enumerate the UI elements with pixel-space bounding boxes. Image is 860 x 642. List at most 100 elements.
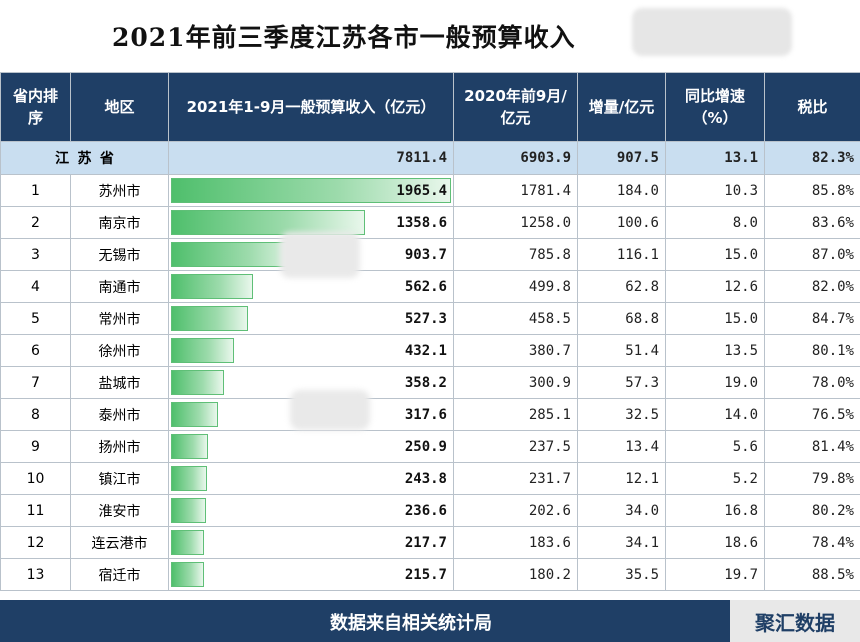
row-city: 连云港市 — [70, 526, 169, 559]
table-row: 1 苏州市 1965.4 1781.4 184.0 10.3 85.8% — [0, 174, 860, 207]
row-growth: 12.6 — [665, 270, 765, 303]
row-2021-value: 527.3 — [404, 310, 447, 327]
data-bar — [171, 370, 224, 395]
row-2021-value: 432.1 — [404, 342, 447, 359]
data-bar — [171, 402, 218, 427]
row-2021-value: 236.6 — [404, 502, 447, 519]
total-2021: 7811.4 — [168, 141, 454, 175]
row-growth: 15.0 — [665, 302, 765, 335]
row-rank: 2 — [0, 206, 71, 239]
table-row: 12 连云港市 217.7 183.6 34.1 18.6 78.4% — [0, 526, 860, 559]
row-increase: 12.1 — [577, 462, 666, 495]
data-bar — [171, 562, 204, 587]
table-row: 11 淮安市 236.6 202.6 34.0 16.8 80.2% — [0, 494, 860, 527]
row-2021-cell: 215.7 — [168, 558, 454, 591]
table-row: 4 南通市 562.6 499.8 62.8 12.6 82.0% — [0, 270, 860, 303]
row-increase: 34.1 — [577, 526, 666, 559]
data-bar — [171, 498, 207, 523]
data-bar — [171, 338, 235, 363]
row-2020: 202.6 — [453, 494, 578, 527]
row-tax-ratio: 83.6% — [764, 206, 860, 239]
row-2021-cell: 217.7 — [168, 526, 454, 559]
row-2021-value: 243.8 — [404, 470, 447, 487]
row-2021-value: 358.2 — [404, 374, 447, 391]
blurred-watermark — [280, 232, 360, 278]
row-2021-cell: 250.9 — [168, 430, 454, 463]
data-table-wrap: 省内排序 地区 2021年1-9月一般预算收入（亿元） 2020年前9月/亿元 … — [0, 72, 860, 600]
footer-brand: 聚汇数据 — [730, 600, 860, 642]
row-tax-ratio: 87.0% — [764, 238, 860, 271]
row-growth: 15.0 — [665, 238, 765, 271]
row-tax-ratio: 79.8% — [764, 462, 860, 495]
table-row: 13 宿迁市 215.7 180.2 35.5 19.7 88.5% — [0, 558, 860, 591]
row-rank: 8 — [0, 398, 71, 431]
row-2021-cell: 236.6 — [168, 494, 454, 527]
row-2020: 1258.0 — [453, 206, 578, 239]
row-city: 无锡市 — [70, 238, 169, 271]
data-bar — [171, 434, 209, 459]
header-2020: 2020年前9月/亿元 — [453, 72, 578, 142]
row-2021-cell: 243.8 — [168, 462, 454, 495]
row-rank: 11 — [0, 494, 71, 527]
row-growth: 10.3 — [665, 174, 765, 207]
row-2021-value: 903.7 — [404, 246, 447, 263]
table-header-row: 省内排序 地区 2021年1-9月一般预算收入（亿元） 2020年前9月/亿元 … — [0, 72, 860, 142]
row-tax-ratio: 80.2% — [764, 494, 860, 527]
total-growth: 13.1 — [665, 141, 765, 175]
row-tax-ratio: 84.7% — [764, 302, 860, 335]
row-city: 盐城市 — [70, 366, 169, 399]
row-city: 徐州市 — [70, 334, 169, 367]
row-rank: 5 — [0, 302, 71, 335]
header-tax-ratio: 税比 — [764, 72, 860, 142]
data-table: 省内排序 地区 2021年1-9月一般预算收入（亿元） 2020年前9月/亿元 … — [0, 72, 860, 591]
table-row: 9 扬州市 250.9 237.5 13.4 5.6 81.4% — [0, 430, 860, 463]
data-bar — [171, 306, 248, 331]
total-2020: 6903.9 — [453, 141, 578, 175]
row-increase: 32.5 — [577, 398, 666, 431]
row-2020: 458.5 — [453, 302, 578, 335]
row-2021-value: 1358.6 — [396, 214, 447, 231]
row-2021-value: 562.6 — [404, 278, 447, 295]
row-2020: 380.7 — [453, 334, 578, 367]
row-city: 苏州市 — [70, 174, 169, 207]
row-growth: 5.6 — [665, 430, 765, 463]
row-2020: 237.5 — [453, 430, 578, 463]
row-city: 泰州市 — [70, 398, 169, 431]
row-city: 扬州市 — [70, 430, 169, 463]
row-tax-ratio: 82.0% — [764, 270, 860, 303]
row-2021-value: 317.6 — [404, 406, 447, 423]
row-2021-value: 250.9 — [404, 438, 447, 455]
row-tax-ratio: 85.8% — [764, 174, 860, 207]
data-bar — [171, 178, 451, 203]
total-increase: 907.5 — [577, 141, 666, 175]
total-row: 江 苏 省 7811.4 6903.9 907.5 13.1 82.3% — [0, 141, 860, 175]
blurred-watermark — [632, 8, 792, 56]
row-increase: 100.6 — [577, 206, 666, 239]
row-growth: 5.2 — [665, 462, 765, 495]
row-2021-cell: 527.3 — [168, 302, 454, 335]
row-increase: 51.4 — [577, 334, 666, 367]
row-tax-ratio: 88.5% — [764, 558, 860, 591]
row-growth: 8.0 — [665, 206, 765, 239]
header-region: 地区 — [70, 72, 169, 142]
row-2020: 183.6 — [453, 526, 578, 559]
row-growth: 19.0 — [665, 366, 765, 399]
row-tax-ratio: 78.0% — [764, 366, 860, 399]
row-growth: 16.8 — [665, 494, 765, 527]
footer: 数据来自相关统计局 聚汇数据 — [0, 600, 860, 642]
row-2020: 231.7 — [453, 462, 578, 495]
data-bar — [171, 274, 253, 299]
blurred-watermark — [290, 390, 370, 430]
row-2021-value: 215.7 — [404, 566, 447, 583]
row-increase: 34.0 — [577, 494, 666, 527]
row-2020: 499.8 — [453, 270, 578, 303]
page-title: 2021年前三季度江苏各市一般预算收入 — [112, 23, 576, 52]
row-city: 淮安市 — [70, 494, 169, 527]
table-row: 6 徐州市 432.1 380.7 51.4 13.5 80.1% — [0, 334, 860, 367]
row-tax-ratio: 81.4% — [764, 430, 860, 463]
row-growth: 13.5 — [665, 334, 765, 367]
row-tax-ratio: 76.5% — [764, 398, 860, 431]
data-bar — [171, 530, 204, 555]
row-growth: 19.7 — [665, 558, 765, 591]
row-rank: 3 — [0, 238, 71, 271]
